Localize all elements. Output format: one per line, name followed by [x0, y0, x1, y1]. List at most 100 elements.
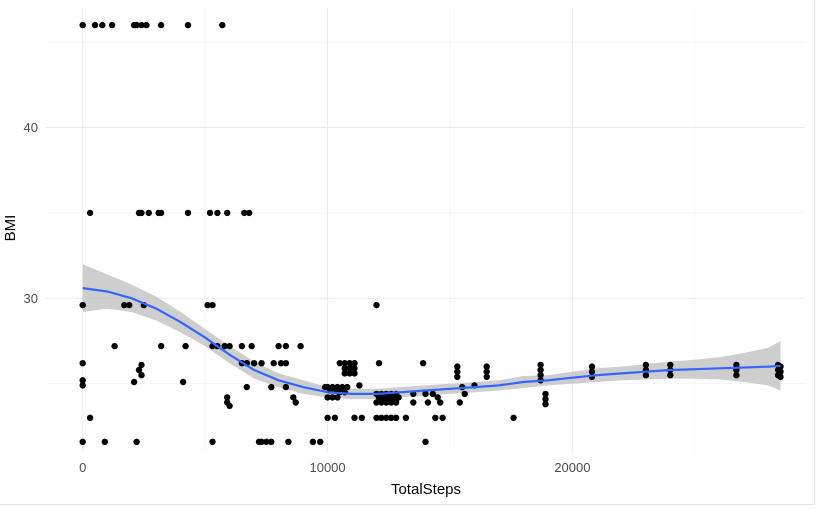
data-point	[388, 414, 395, 421]
data-point	[373, 301, 380, 309]
data-point	[290, 394, 297, 401]
data-point	[483, 363, 490, 370]
data-point	[219, 21, 226, 29]
data-point	[277, 360, 285, 367]
grid-minor	[46, 8, 805, 452]
data-point	[373, 399, 380, 406]
data-point	[241, 209, 248, 217]
data-point	[642, 372, 650, 379]
data-point	[777, 373, 784, 381]
data-point	[336, 360, 343, 367]
data-point	[388, 399, 395, 406]
y-tick-label: 30	[24, 291, 38, 306]
confidence-band	[82, 264, 781, 400]
data-point	[79, 360, 86, 367]
data-point	[263, 438, 270, 445]
data-point	[329, 394, 336, 401]
data-point	[588, 363, 596, 370]
data-point	[221, 342, 228, 350]
data-point	[432, 414, 439, 421]
data-point	[383, 399, 390, 406]
data-point	[733, 372, 740, 379]
data-point	[642, 361, 650, 369]
data-point	[422, 438, 429, 445]
data-point	[317, 438, 324, 445]
data-point	[537, 372, 544, 379]
data-points	[79, 21, 784, 445]
data-point	[145, 209, 152, 217]
data-point	[157, 209, 165, 217]
y-axis-title: BMI	[2, 215, 19, 242]
data-point	[157, 342, 165, 350]
chart-frame: 0 10000 20000 30 40 TotalSteps BMI	[0, 0, 815, 505]
data-point	[344, 383, 351, 391]
data-point	[373, 414, 380, 421]
x-axis-ticks: 0 10000 20000	[79, 460, 590, 475]
data-point	[334, 394, 341, 401]
data-point	[456, 399, 463, 406]
data-point	[135, 366, 143, 374]
data-point	[268, 438, 275, 445]
data-point	[143, 21, 150, 29]
data-point	[434, 394, 441, 401]
data-point	[341, 370, 348, 377]
data-point	[99, 21, 106, 29]
data-point	[282, 360, 290, 367]
data-point	[324, 414, 331, 421]
data-point	[111, 342, 118, 350]
confidence-ribbon	[82, 264, 781, 400]
data-point	[130, 378, 138, 386]
data-point	[224, 394, 231, 401]
data-point	[395, 394, 402, 401]
data-point	[667, 372, 674, 379]
data-point	[91, 21, 99, 29]
smooth-trend-line	[82, 287, 781, 395]
data-point	[297, 342, 304, 350]
data-point	[378, 414, 385, 421]
data-point	[184, 21, 192, 29]
data-point	[356, 382, 363, 389]
data-point	[334, 383, 341, 391]
data-point	[461, 390, 468, 398]
data-point	[248, 342, 255, 350]
data-point	[209, 301, 216, 309]
data-point	[402, 414, 410, 421]
data-point	[358, 414, 365, 421]
data-point	[250, 360, 258, 367]
data-point	[258, 360, 265, 367]
data-point	[292, 399, 299, 406]
data-point	[238, 342, 246, 350]
data-point	[309, 438, 317, 445]
data-point	[454, 368, 461, 375]
data-point	[483, 368, 490, 375]
data-point	[157, 21, 165, 29]
data-point	[206, 209, 214, 217]
data-point	[226, 402, 233, 410]
data-point	[79, 21, 86, 29]
data-point	[133, 438, 140, 445]
data-point	[182, 342, 189, 350]
smooth-line	[82, 287, 781, 395]
y-tick-label: 40	[24, 120, 38, 135]
data-point	[348, 363, 356, 370]
data-point	[243, 383, 250, 391]
data-point	[282, 383, 290, 391]
data-point	[270, 360, 277, 367]
data-point	[214, 209, 221, 217]
data-point	[86, 209, 94, 217]
data-point	[383, 414, 390, 421]
data-point	[392, 399, 400, 406]
data-point	[275, 342, 282, 350]
data-point	[483, 373, 490, 381]
data-point	[268, 383, 275, 391]
data-point	[424, 399, 432, 406]
data-point	[138, 361, 145, 369]
data-point	[339, 383, 346, 391]
data-point	[138, 372, 145, 379]
data-point	[258, 438, 265, 445]
x-tick-label: 10000	[309, 460, 345, 475]
data-point	[351, 414, 358, 421]
data-point	[285, 438, 292, 445]
x-axis-title: TotalSteps	[391, 481, 461, 498]
data-point	[331, 414, 339, 421]
